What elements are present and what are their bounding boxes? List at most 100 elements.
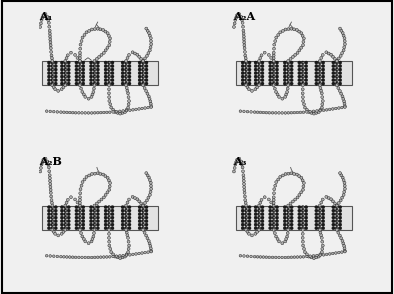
Circle shape — [49, 183, 52, 186]
Circle shape — [126, 65, 127, 67]
Circle shape — [254, 216, 257, 219]
Circle shape — [279, 176, 282, 178]
Circle shape — [106, 46, 109, 49]
Circle shape — [338, 172, 342, 175]
Circle shape — [320, 56, 323, 59]
Circle shape — [89, 209, 93, 212]
Circle shape — [141, 75, 145, 78]
Circle shape — [241, 227, 244, 230]
Circle shape — [283, 61, 286, 64]
Circle shape — [125, 254, 128, 256]
Circle shape — [244, 64, 248, 68]
Circle shape — [80, 213, 81, 215]
Circle shape — [256, 255, 259, 258]
Circle shape — [67, 82, 70, 85]
Circle shape — [127, 106, 130, 109]
Circle shape — [106, 176, 109, 179]
Circle shape — [82, 238, 85, 240]
Circle shape — [320, 62, 321, 64]
Circle shape — [233, 22, 236, 25]
Circle shape — [41, 161, 44, 163]
Circle shape — [290, 78, 293, 82]
Circle shape — [85, 176, 88, 178]
Circle shape — [243, 41, 245, 44]
Circle shape — [290, 172, 293, 175]
Circle shape — [315, 64, 318, 68]
Circle shape — [143, 72, 144, 74]
Circle shape — [287, 228, 290, 231]
Circle shape — [145, 220, 148, 223]
Circle shape — [89, 227, 93, 230]
Circle shape — [286, 78, 290, 82]
Circle shape — [298, 30, 301, 33]
Circle shape — [48, 177, 51, 180]
Circle shape — [149, 191, 152, 193]
Circle shape — [145, 61, 148, 64]
Circle shape — [336, 213, 338, 215]
Circle shape — [81, 111, 83, 114]
Circle shape — [69, 111, 71, 114]
Circle shape — [315, 71, 318, 75]
Circle shape — [318, 223, 322, 226]
Circle shape — [241, 209, 244, 212]
Circle shape — [286, 220, 290, 223]
Circle shape — [259, 256, 262, 258]
Circle shape — [67, 216, 70, 219]
Circle shape — [150, 43, 152, 46]
Circle shape — [303, 213, 304, 215]
Circle shape — [65, 57, 68, 60]
Circle shape — [288, 72, 290, 74]
Circle shape — [125, 68, 128, 71]
Circle shape — [99, 28, 102, 31]
Circle shape — [126, 224, 127, 225]
Circle shape — [272, 51, 275, 54]
Circle shape — [261, 71, 264, 75]
Circle shape — [109, 213, 110, 215]
Circle shape — [51, 68, 54, 71]
Circle shape — [78, 213, 82, 216]
Circle shape — [243, 110, 245, 113]
Circle shape — [298, 220, 301, 223]
Circle shape — [80, 72, 81, 74]
Circle shape — [141, 220, 145, 223]
Circle shape — [108, 84, 110, 87]
Circle shape — [128, 227, 131, 230]
Circle shape — [65, 220, 67, 222]
Circle shape — [335, 59, 338, 62]
Circle shape — [343, 184, 346, 187]
Circle shape — [47, 163, 50, 166]
Circle shape — [283, 213, 286, 216]
Circle shape — [78, 204, 81, 207]
Circle shape — [126, 83, 127, 84]
Circle shape — [261, 223, 264, 226]
Circle shape — [52, 69, 54, 70]
Circle shape — [110, 106, 113, 109]
Circle shape — [108, 68, 111, 71]
Circle shape — [235, 161, 238, 163]
Circle shape — [71, 111, 74, 114]
Circle shape — [261, 75, 264, 78]
Circle shape — [143, 227, 144, 229]
Circle shape — [272, 54, 275, 57]
Circle shape — [290, 75, 293, 78]
Circle shape — [93, 64, 96, 68]
Circle shape — [116, 111, 119, 114]
Circle shape — [293, 173, 296, 176]
Circle shape — [242, 170, 244, 173]
Circle shape — [246, 230, 249, 233]
Circle shape — [321, 96, 324, 98]
Circle shape — [56, 255, 59, 258]
Circle shape — [108, 88, 110, 91]
Circle shape — [269, 82, 272, 85]
Circle shape — [93, 223, 96, 226]
Circle shape — [128, 220, 131, 223]
Circle shape — [332, 75, 335, 78]
Circle shape — [257, 213, 261, 216]
Circle shape — [78, 75, 82, 78]
Circle shape — [292, 200, 294, 203]
Circle shape — [303, 72, 304, 74]
Circle shape — [341, 240, 344, 242]
Circle shape — [301, 209, 305, 212]
Circle shape — [250, 111, 253, 113]
Circle shape — [50, 57, 54, 60]
